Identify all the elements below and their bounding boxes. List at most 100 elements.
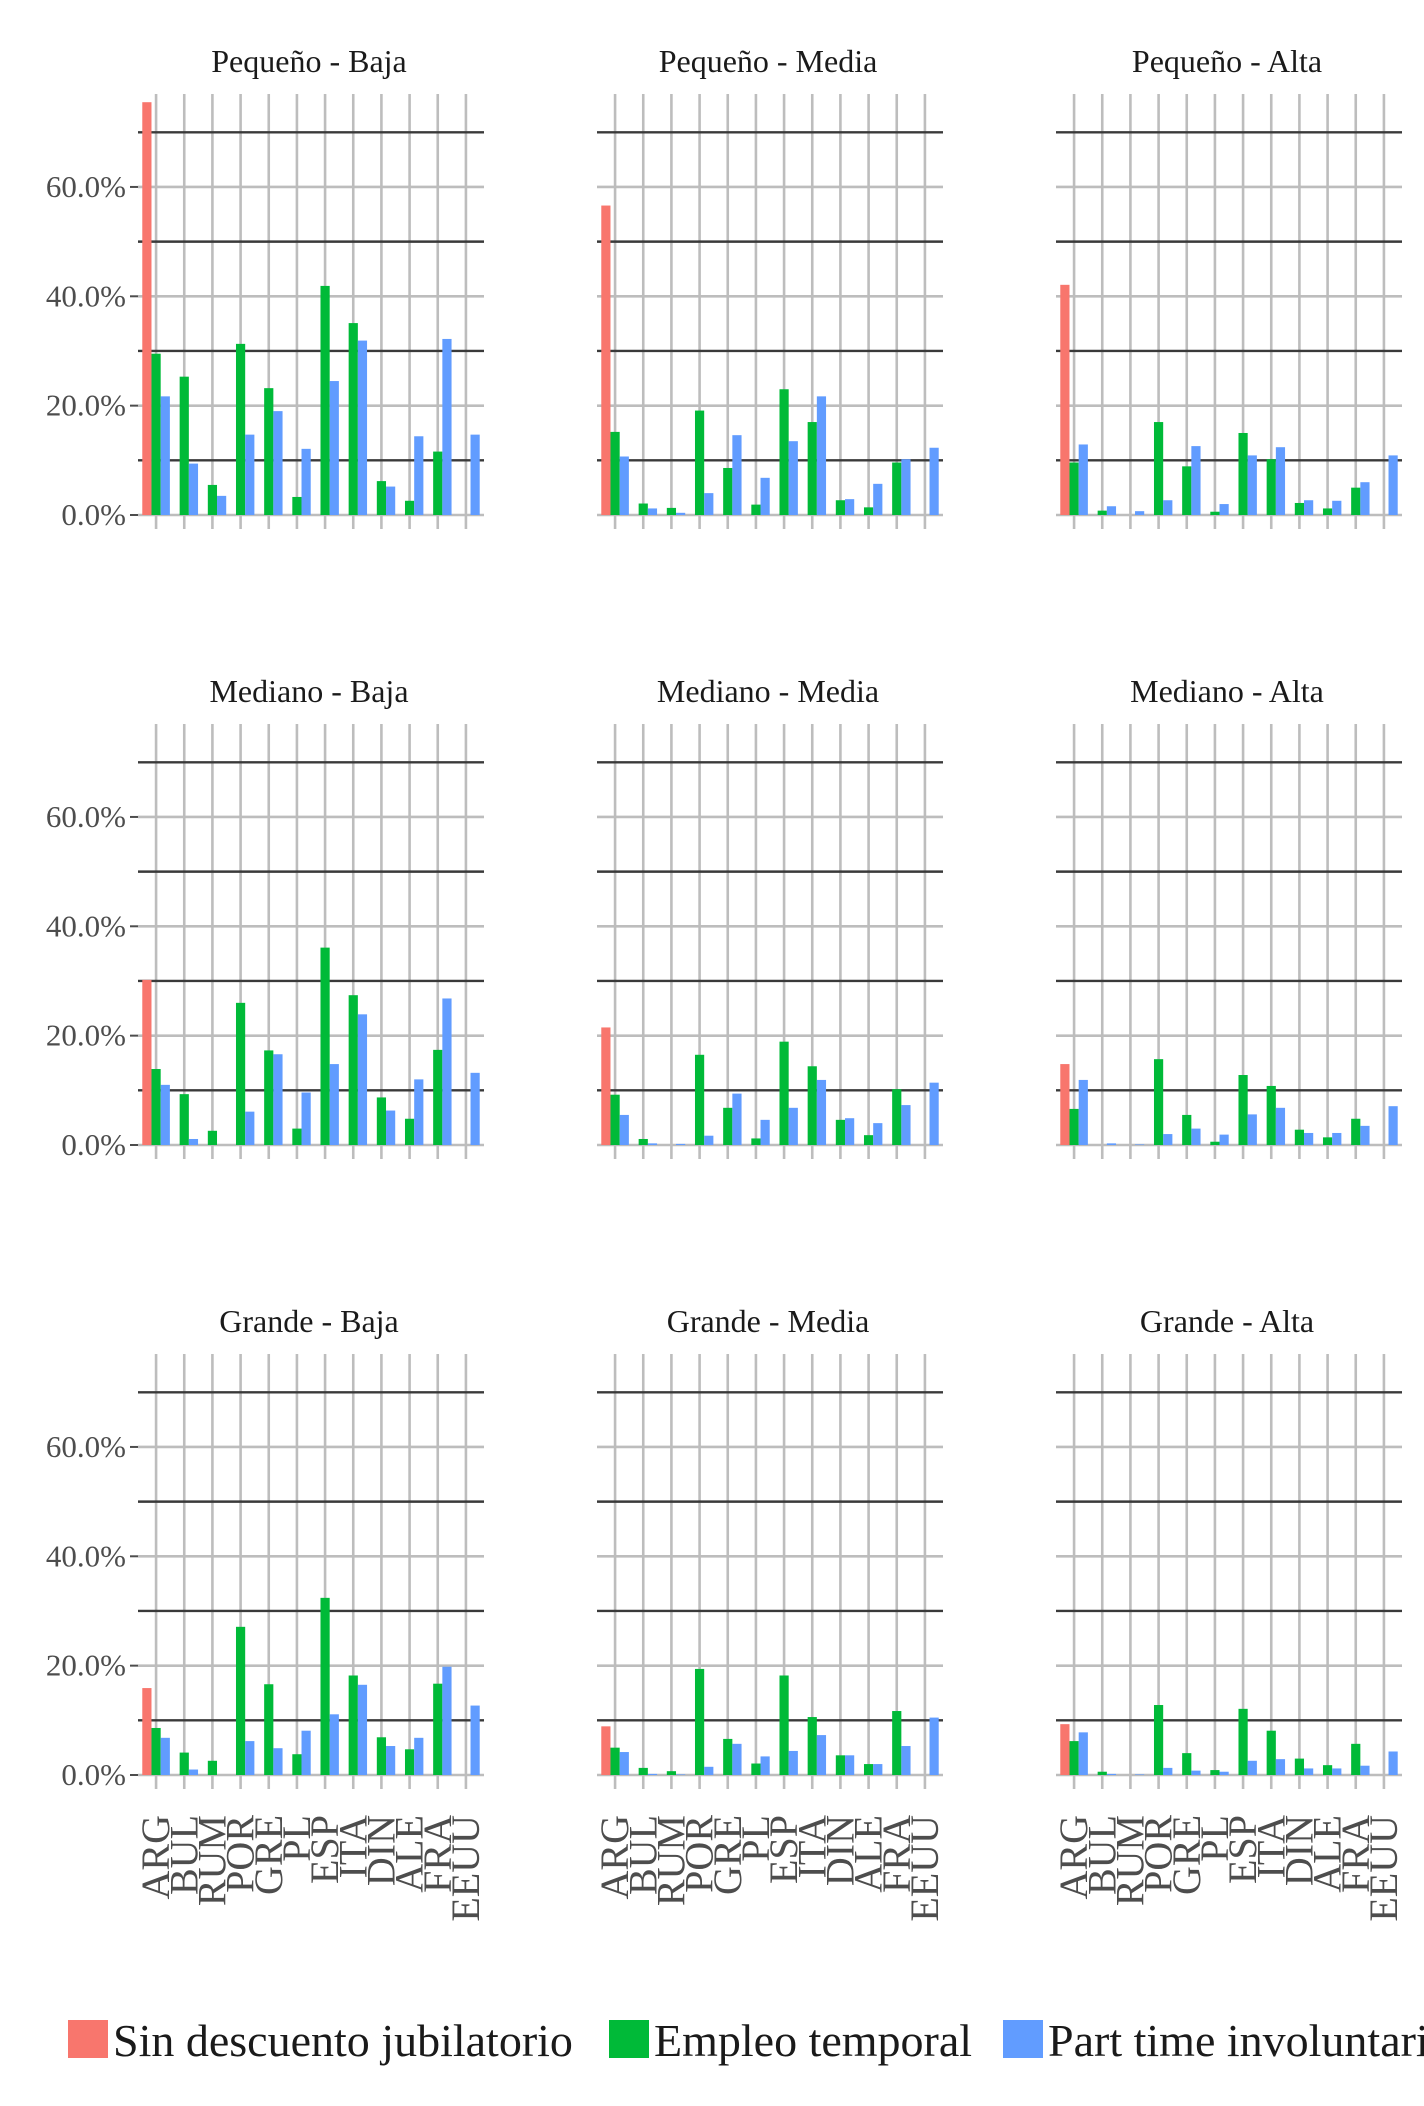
- bar: [751, 1138, 761, 1145]
- bar: [235, 1626, 246, 1775]
- bar: [320, 947, 330, 1145]
- bar: [207, 1130, 218, 1145]
- bar: [273, 1748, 283, 1775]
- bar: [264, 1050, 274, 1145]
- bar: [1388, 1751, 1398, 1775]
- bar: [873, 1123, 883, 1145]
- x-tick-label: RUM: [1107, 1815, 1152, 1906]
- y-tick-label: 40.0%: [46, 908, 126, 943]
- panel-title: Pequeño - Media: [659, 43, 878, 79]
- bar: [1106, 1143, 1117, 1145]
- x-tick-label: DIN: [358, 1815, 403, 1886]
- bar: [732, 1093, 742, 1145]
- bar: [694, 1054, 705, 1145]
- bar: [723, 467, 733, 515]
- bar: [1060, 284, 1070, 515]
- bar: [892, 1089, 902, 1145]
- bar: [1210, 1770, 1220, 1775]
- legend-key: [609, 2020, 649, 2058]
- x-tick-label: DIN: [817, 1815, 862, 1886]
- panel-title: Pequeño - Alta: [1132, 43, 1322, 79]
- x-tick-label: FRA: [874, 1815, 919, 1893]
- bar: [386, 486, 396, 515]
- y-tick-label: 60.0%: [46, 799, 126, 834]
- bar: [873, 1764, 883, 1775]
- bar: [470, 434, 480, 515]
- bar: [1360, 482, 1370, 515]
- bar: [845, 1755, 855, 1775]
- bar: [1191, 1770, 1201, 1775]
- bar: [601, 205, 611, 515]
- x-tick-label: FRA: [415, 1815, 460, 1893]
- y-tick-label: 60.0%: [46, 169, 126, 204]
- y-tick-label: 40.0%: [46, 278, 126, 313]
- facet-panel: Pequeño - Alta: [1056, 43, 1402, 529]
- bar: [892, 1711, 902, 1775]
- bar: [1219, 504, 1229, 515]
- bar: [845, 1118, 855, 1145]
- legend-label: Sin descuento jubilatorio: [113, 2015, 573, 2066]
- bar: [1097, 1771, 1107, 1775]
- bar: [442, 338, 452, 515]
- bar: [704, 1766, 714, 1775]
- x-tick-label: ALE: [846, 1815, 891, 1893]
- bar: [1238, 432, 1248, 515]
- bar: [357, 340, 368, 515]
- x-tick-label: ESP: [761, 1815, 806, 1884]
- bar: [1322, 1137, 1333, 1145]
- bar: [1060, 1064, 1070, 1145]
- bar: [1247, 455, 1257, 515]
- facet-panel: Grande - Media: [597, 1303, 943, 1789]
- bar: [1219, 1134, 1229, 1145]
- bar: [1182, 1114, 1192, 1145]
- bar: [760, 477, 770, 515]
- bar: [610, 1747, 620, 1775]
- bar: [816, 396, 827, 515]
- bar: [1322, 1765, 1333, 1775]
- bar: [863, 1135, 874, 1145]
- bar: [1388, 455, 1398, 515]
- x-tick-label: DIN: [1276, 1815, 1321, 1886]
- bar: [1069, 462, 1079, 515]
- bar: [414, 1079, 424, 1145]
- x-tick-label: BUL: [1079, 1815, 1124, 1895]
- x-tick-label: ITA: [789, 1815, 834, 1879]
- bar: [1351, 1118, 1361, 1145]
- bar: [329, 381, 339, 515]
- bar: [1266, 1730, 1276, 1775]
- bar: [433, 451, 443, 515]
- panel-title: Mediano - Baja: [209, 673, 408, 709]
- x-tick-label: BUL: [161, 1815, 206, 1895]
- bar: [151, 1069, 161, 1145]
- bar: [348, 1675, 358, 1775]
- bar: [142, 1688, 152, 1775]
- bar: [245, 1741, 255, 1775]
- x-tick-label: ITA: [330, 1815, 375, 1879]
- bar: [1135, 511, 1145, 515]
- bar: [1275, 1107, 1286, 1145]
- x-tick-label: ALE: [1305, 1815, 1350, 1893]
- bar: [357, 1014, 368, 1145]
- bar: [357, 1684, 368, 1775]
- x-tick-label: ITA: [1248, 1815, 1293, 1879]
- bar: [779, 1675, 789, 1775]
- bar: [264, 1684, 274, 1775]
- bar: [329, 1714, 339, 1775]
- x-tick-label: ESP: [1220, 1815, 1265, 1884]
- bar: [404, 500, 415, 515]
- bar: [1069, 1741, 1079, 1775]
- bar: [1294, 1129, 1305, 1145]
- bar: [273, 1054, 283, 1145]
- y-tick-label: 0.0%: [61, 1127, 126, 1162]
- facet-panel: Pequeño - Baja 0.0% 20.0% 40.0% 60.0%: [46, 43, 484, 532]
- bar: [179, 376, 189, 515]
- y-tick-label: 60.0%: [46, 1429, 126, 1464]
- bar: [386, 1110, 396, 1145]
- bar: [1163, 1767, 1173, 1775]
- bar: [292, 1754, 302, 1775]
- bar: [751, 504, 761, 515]
- x-tick-label: GRE: [705, 1815, 750, 1895]
- bar: [160, 396, 170, 515]
